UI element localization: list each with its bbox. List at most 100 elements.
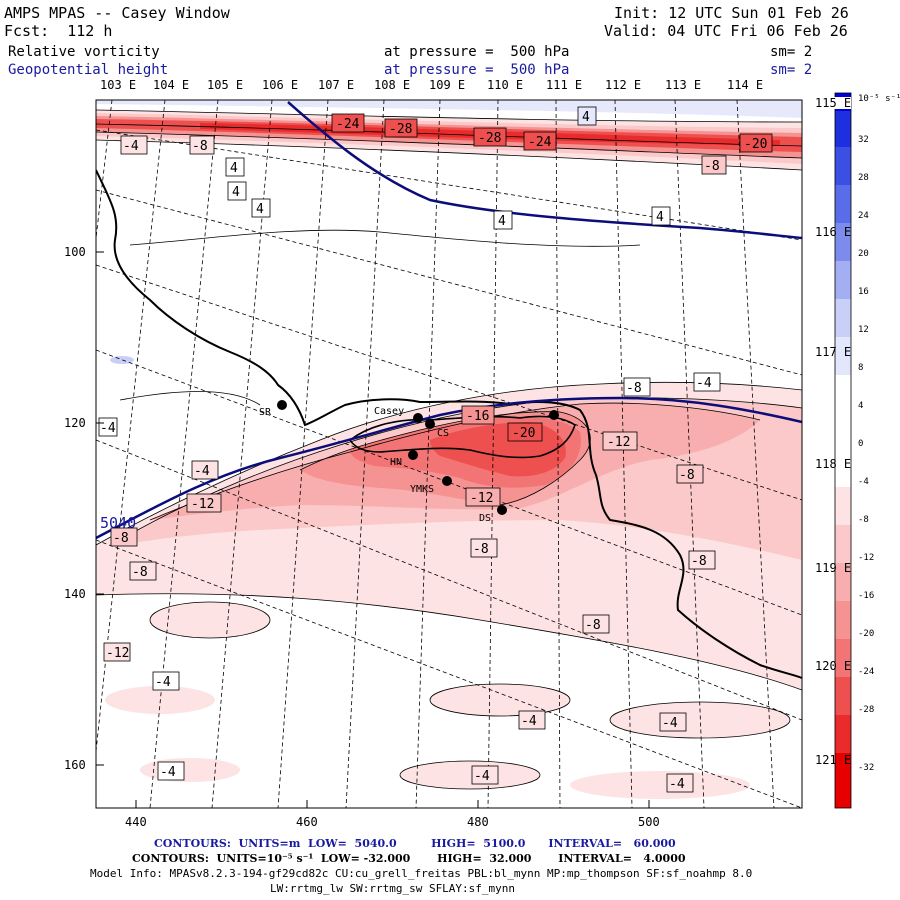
vort-label: -24 bbox=[336, 117, 360, 132]
vort-label-group: -24 -28 -28 -24 -20 -8 -4 -8 4 4 4 4 4 -… bbox=[98, 106, 773, 793]
init-time: Init: 12 UTC Sun 01 Feb 26 bbox=[614, 4, 849, 22]
field1-pressure: at pressure = 500 hPa bbox=[384, 44, 570, 60]
field2-pressure: at pressure = 500 hPa bbox=[384, 62, 570, 78]
station-dot-cs bbox=[425, 419, 435, 429]
lon-label-108: 108 E bbox=[374, 78, 411, 92]
colorbar-level: 8 bbox=[858, 363, 864, 373]
vort-label: -8 bbox=[113, 531, 129, 546]
vort-label: -4 bbox=[194, 464, 210, 479]
vort-label: -4 bbox=[696, 376, 712, 391]
vort-label: -4 bbox=[662, 716, 678, 731]
colorbar-level: 32 bbox=[858, 135, 869, 145]
vort-label: -8 bbox=[626, 381, 642, 396]
vort-label: -4 bbox=[160, 765, 176, 780]
vort-label: -20 bbox=[744, 137, 767, 152]
lon-label-115: 115 E bbox=[815, 96, 852, 110]
colorbar-level: 4 bbox=[858, 401, 864, 411]
vort-label: -12 bbox=[191, 497, 214, 512]
colorbar-level: 12 bbox=[858, 325, 869, 335]
colorbar-level: 16 bbox=[858, 287, 869, 297]
vort-label: 4 bbox=[256, 202, 264, 217]
vort-label: -8 bbox=[473, 542, 489, 557]
model-info: Model Info: MPASv8.2.3-194-gf29cd82c CU:… bbox=[90, 867, 753, 880]
station-markers bbox=[277, 400, 559, 515]
colorbar-level: -4 bbox=[858, 477, 869, 487]
vort-label: -4 bbox=[123, 139, 139, 154]
lon-label-109: 109 E bbox=[429, 78, 466, 92]
station-label-sr: SR bbox=[259, 407, 272, 418]
x-tick-440: 440 bbox=[125, 815, 147, 829]
vort-label: 4 bbox=[230, 161, 238, 176]
y-tick-140: 140 bbox=[64, 587, 86, 601]
station-dot-ymks bbox=[442, 476, 452, 486]
field2-smoothing: sm= 2 bbox=[770, 62, 813, 78]
station-label-casey: Casey bbox=[374, 406, 404, 417]
vort-label: -8 bbox=[704, 159, 720, 174]
vort-label: -12 bbox=[607, 435, 630, 450]
lon-label-116: 116 E bbox=[815, 225, 852, 239]
lon-label-117: 117 E bbox=[815, 345, 852, 359]
colorbar-level: 24 bbox=[858, 211, 869, 221]
forecast-hour: Fcst: 112 h bbox=[4, 22, 113, 40]
lon-label-121: 121 E bbox=[815, 753, 852, 767]
vort-label: -8 bbox=[691, 554, 707, 569]
vort-label: -28 bbox=[478, 131, 501, 146]
station-label-hn: HN bbox=[390, 457, 402, 468]
vort-label: -24 bbox=[528, 135, 552, 150]
vort-label: -28 bbox=[389, 122, 412, 137]
lon-label-113: 113 E bbox=[665, 78, 702, 92]
colorbar bbox=[834, 92, 852, 809]
coastline bbox=[96, 169, 802, 679]
vort-label: -4 bbox=[474, 769, 490, 784]
lon-label-104: 104 E bbox=[153, 78, 190, 92]
plot-title: AMPS MPAS -- Casey Window bbox=[4, 4, 230, 22]
vort-contour-info: CONTOURS: UNITS=10⁻⁵ s⁻¹ LOW= -32.000 HI… bbox=[132, 852, 686, 865]
station-dot-east bbox=[549, 410, 559, 420]
lon-label-120: 120 E bbox=[815, 659, 852, 673]
field1-smoothing: sm= 2 bbox=[770, 44, 813, 60]
vort-fill-positive-speck bbox=[110, 356, 134, 364]
x-tick-500: 500 bbox=[638, 815, 660, 829]
colorbar-level: 0 bbox=[858, 439, 864, 449]
vort-label: -4 bbox=[521, 714, 537, 729]
field1-name: Relative vorticity bbox=[8, 44, 160, 60]
vort-label: -8 bbox=[585, 618, 601, 633]
colorbar-level: -24 bbox=[858, 667, 875, 677]
field2-name: Geopotential height bbox=[8, 62, 169, 78]
model-info-line2: LW:rrtmg_lw SW:rrtmg_sw SFLAY:sf_mynn bbox=[270, 882, 516, 895]
vort-label: 4 bbox=[582, 110, 590, 125]
colorbar-level: 28 bbox=[858, 173, 869, 183]
y-tick-120: 120 bbox=[64, 416, 86, 430]
y-tick-100: 100 bbox=[64, 245, 86, 259]
height-contour-north bbox=[287, 101, 802, 240]
colorbar-level: -32 bbox=[858, 763, 875, 773]
colorbar-units: 10⁻⁵ s⁻¹ bbox=[858, 94, 900, 104]
colorbar-level: -16 bbox=[858, 591, 875, 601]
colorbar-level: -28 bbox=[858, 705, 875, 715]
colorbar-level: -20 bbox=[858, 629, 875, 639]
vort-label: -4 bbox=[669, 777, 685, 792]
lon-label-110: 110 E bbox=[487, 78, 524, 92]
station-dot-sr bbox=[277, 400, 287, 410]
height-contour-label: 5040 bbox=[100, 514, 136, 532]
vort-label: -8 bbox=[192, 139, 208, 154]
x-tick-460: 460 bbox=[296, 815, 318, 829]
station-label-ymks: YMKS bbox=[410, 484, 434, 495]
lon-label-118: 118 E bbox=[815, 457, 852, 471]
lon-label-119: 119 E bbox=[815, 561, 852, 575]
lon-label-106: 106 E bbox=[262, 78, 299, 92]
map-frame bbox=[95, 99, 803, 809]
colorbar-level: -12 bbox=[858, 553, 875, 563]
vort-label: -16 bbox=[466, 409, 489, 424]
vort-label: -8 bbox=[132, 565, 148, 580]
lon-label-105: 105 E bbox=[207, 78, 244, 92]
station-dot-hn bbox=[408, 450, 418, 460]
lon-label-114: 114 E bbox=[727, 78, 764, 92]
lon-label-112: 112 E bbox=[605, 78, 642, 92]
x-tick-480: 480 bbox=[467, 815, 489, 829]
colorbar-level: -8 bbox=[858, 515, 869, 525]
vort-fill-positive bbox=[96, 100, 802, 118]
station-dot-casey bbox=[413, 413, 423, 423]
station-label-ds: DS bbox=[479, 513, 491, 524]
